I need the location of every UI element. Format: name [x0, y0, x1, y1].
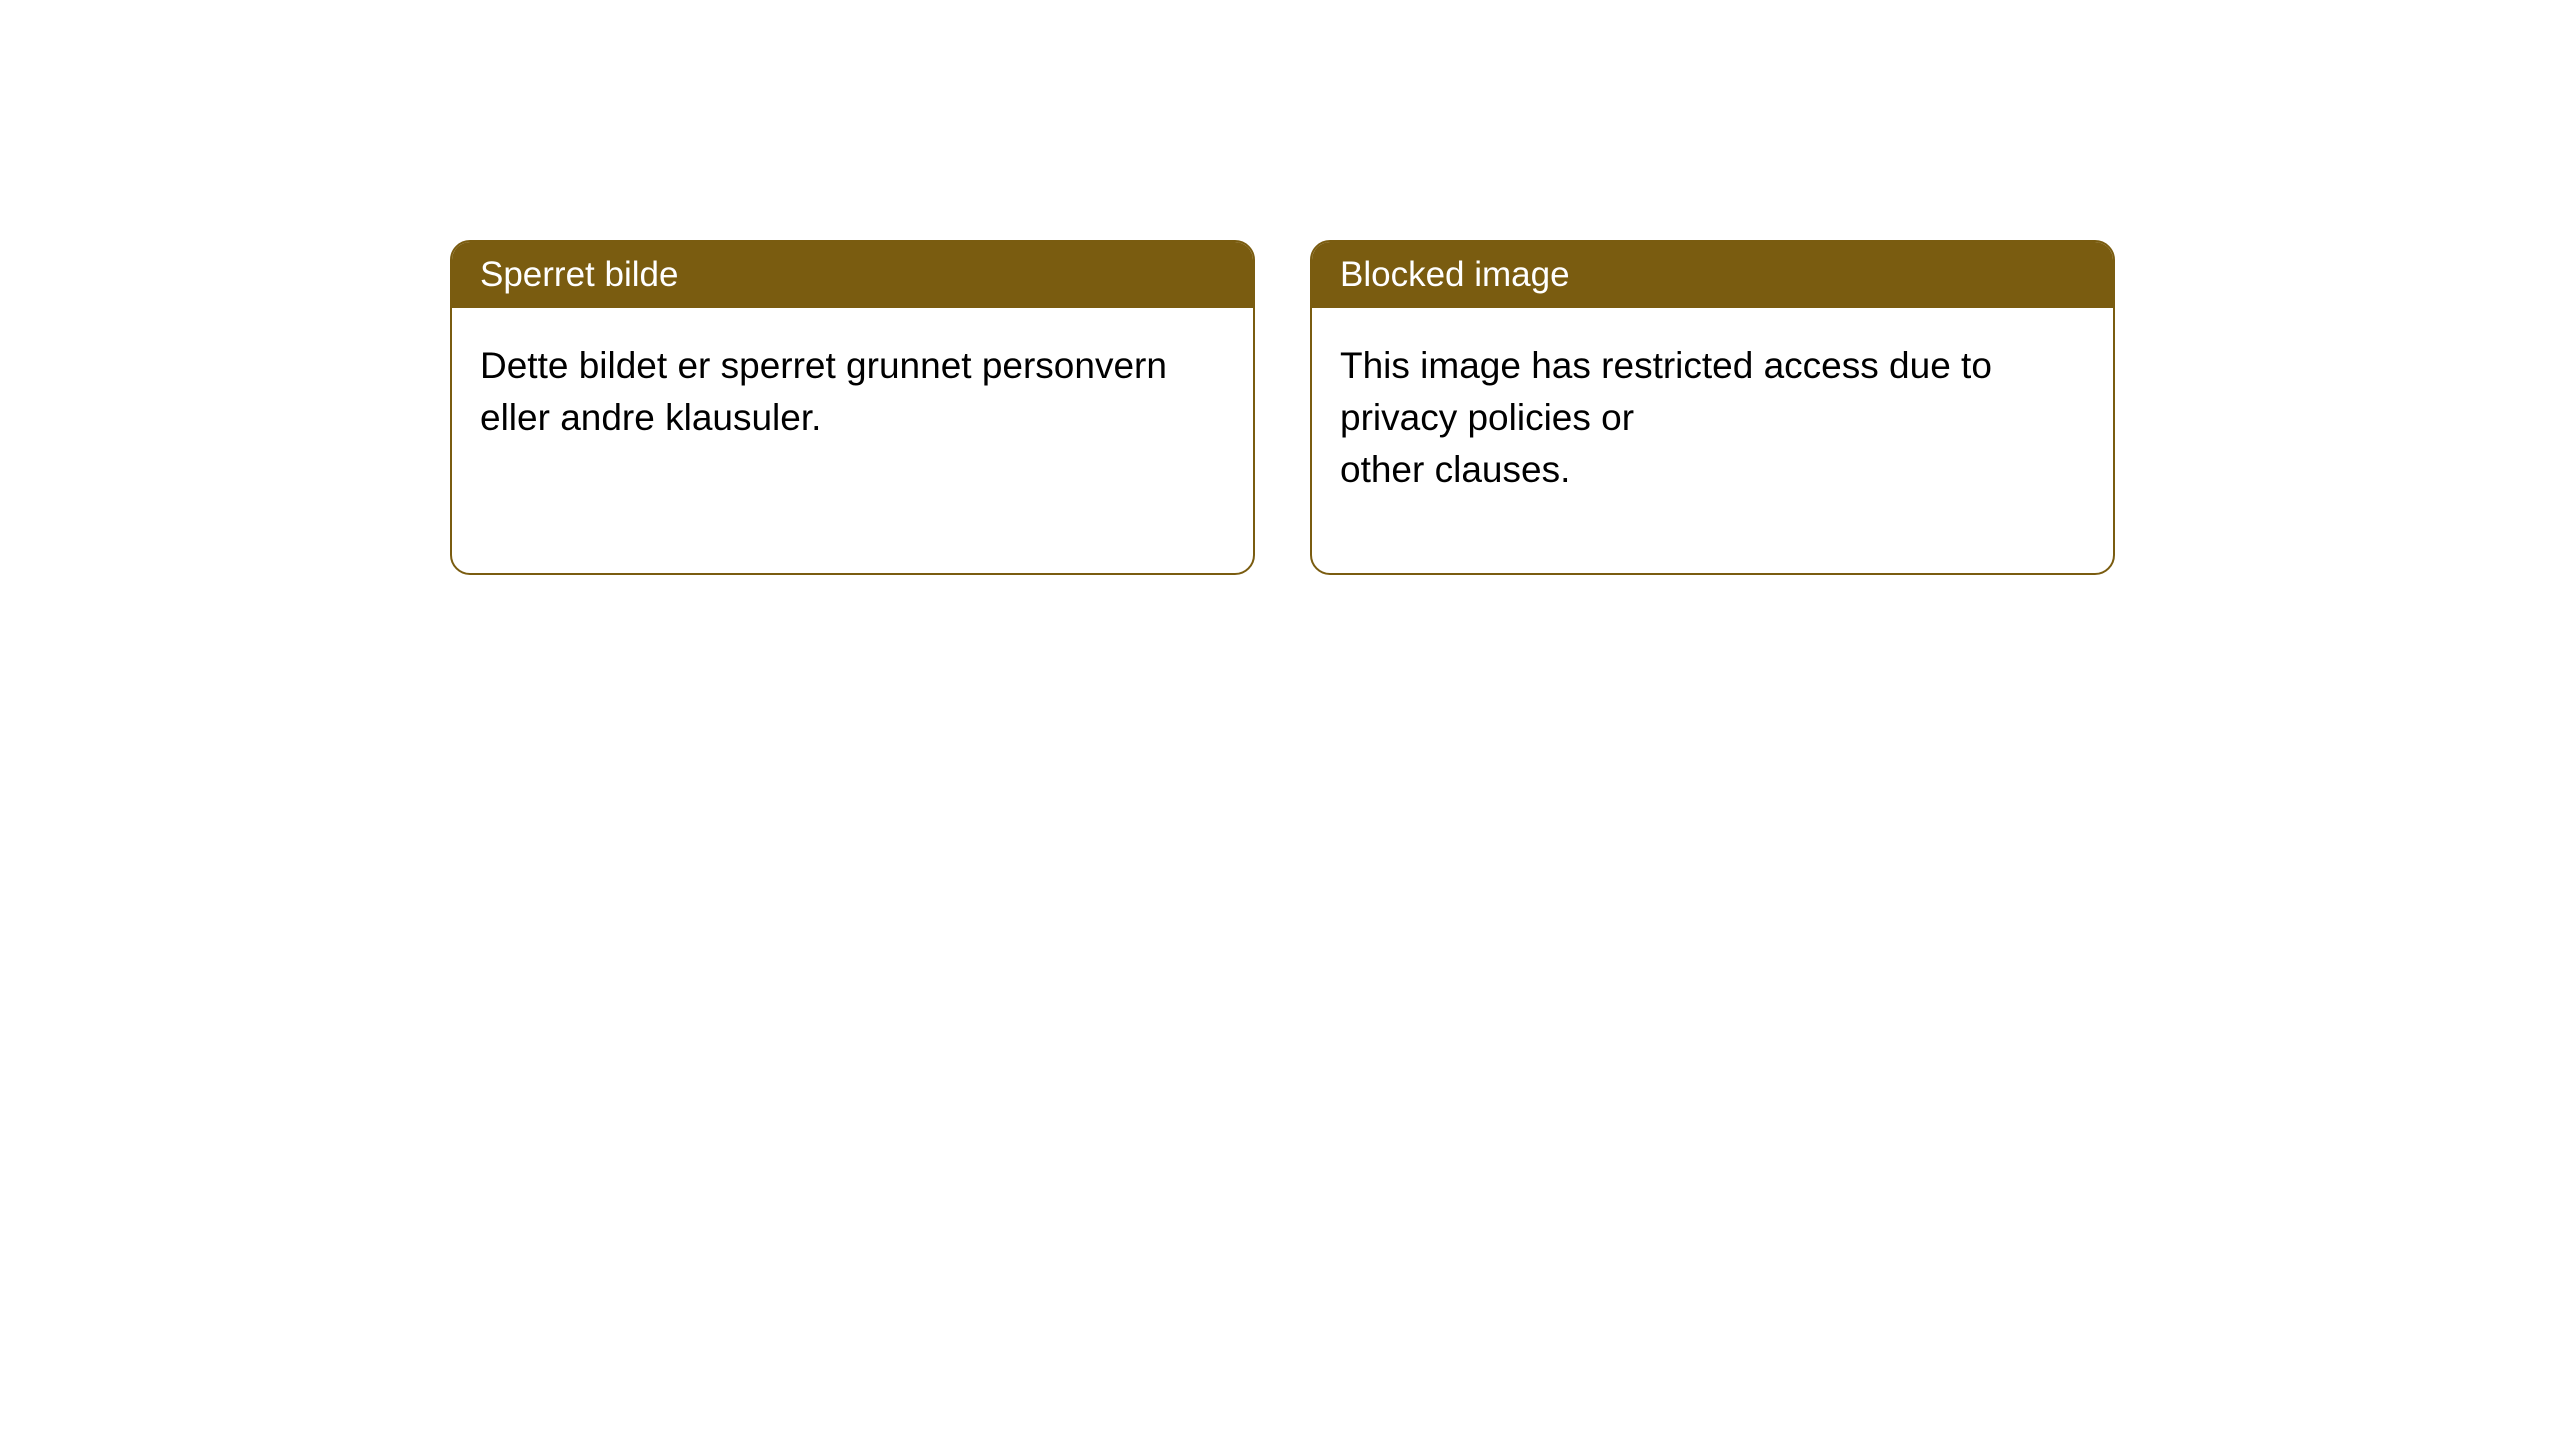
- card-body: Dette bildet er sperret grunnet personve…: [452, 308, 1253, 573]
- card-header: Blocked image: [1312, 242, 2113, 308]
- blocked-image-card-english: Blocked image This image has restricted …: [1310, 240, 2115, 575]
- card-body: This image has restricted access due to …: [1312, 308, 2113, 573]
- blocked-image-card-norwegian: Sperret bilde Dette bildet er sperret gr…: [450, 240, 1255, 575]
- notice-cards-container: Sperret bilde Dette bildet er sperret gr…: [450, 240, 2115, 575]
- card-header: Sperret bilde: [452, 242, 1253, 308]
